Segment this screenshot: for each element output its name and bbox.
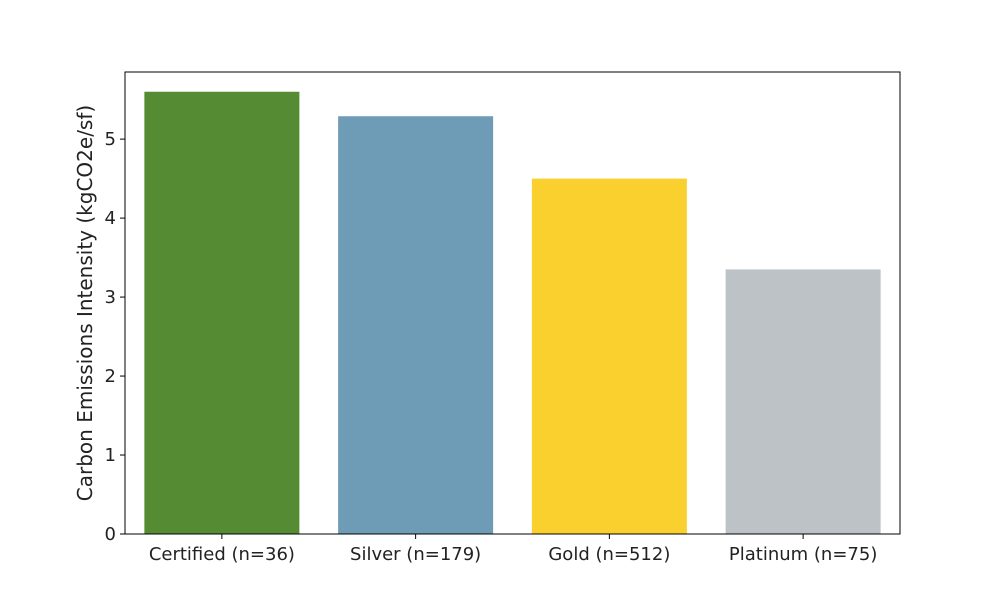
bar-3 (725, 269, 881, 534)
bars-group (144, 91, 881, 534)
x-tick-label: Certified (n=36) (149, 544, 295, 565)
x-tick-label: Silver (n=179) (350, 544, 481, 565)
y-axis-label: Carbon Emissions Intensity (kgCO2e/sf) (73, 105, 97, 501)
plot-frame (124, 71, 901, 535)
y-axis: 0 1 2 3 4 5 (105, 129, 125, 545)
y-tick-label: 0 (105, 524, 116, 545)
y-tick-label: 3 (105, 287, 116, 308)
bar-0 (144, 91, 300, 534)
x-tick-label: Gold (n=512) (548, 544, 670, 565)
bar-1 (338, 116, 494, 534)
bar-2 (531, 178, 687, 534)
x-tick-label: Platinum (n=75) (729, 544, 877, 565)
y-tick-label: 5 (105, 129, 116, 150)
y-tick-label: 4 (105, 208, 116, 229)
x-axis: Certified (n=36) Silver (n=179) Gold (n=51… (149, 534, 877, 565)
y-tick-label: 2 (105, 366, 116, 387)
y-tick-label: 1 (105, 445, 116, 466)
